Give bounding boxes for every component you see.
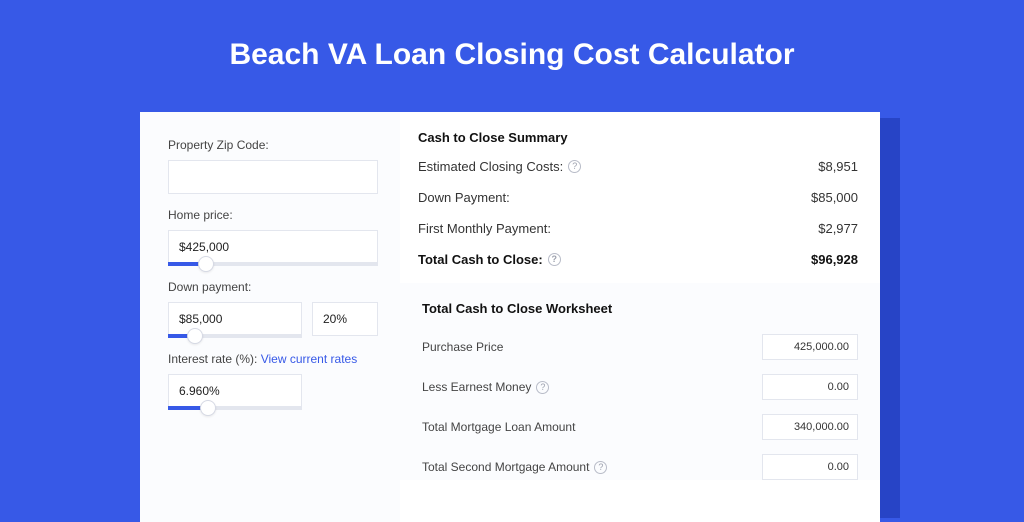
summary-title: Cash to Close Summary: [418, 130, 858, 145]
summary-row-total: Total Cash to Close: ? $96,928: [418, 252, 858, 267]
home-price-label: Home price:: [168, 208, 378, 222]
ws-earnest-input[interactable]: [762, 374, 858, 400]
summary-row-monthly: First Monthly Payment: $2,977: [418, 221, 858, 236]
interest-field: Interest rate (%): View current rates: [168, 352, 378, 410]
interest-label-row: Interest rate (%): View current rates: [168, 352, 378, 366]
interest-label: Interest rate (%):: [168, 352, 257, 366]
help-icon[interactable]: ?: [568, 160, 581, 173]
summary-total-value: $96,928: [811, 252, 858, 267]
slider-thumb[interactable]: [187, 328, 203, 344]
ws-second-input[interactable]: [762, 454, 858, 480]
down-payment-field: Down payment:: [168, 280, 378, 338]
summary-row-down: Down Payment: $85,000: [418, 190, 858, 205]
ws-row-mortgage: Total Mortgage Loan Amount: [422, 414, 858, 440]
slider-thumb[interactable]: [200, 400, 216, 416]
slider-thumb[interactable]: [198, 256, 214, 272]
help-icon[interactable]: ?: [548, 253, 561, 266]
worksheet-panel: Total Cash to Close Worksheet Purchase P…: [400, 283, 880, 480]
ws-row-purchase: Purchase Price: [422, 334, 858, 360]
summary-value: $8,951: [818, 159, 858, 174]
home-price-field: Home price:: [168, 208, 378, 266]
ws-mortgage-input[interactable]: [762, 414, 858, 440]
results-panel: Cash to Close Summary Estimated Closing …: [400, 112, 880, 522]
help-icon[interactable]: ?: [536, 381, 549, 394]
summary-label: Down Payment:: [418, 190, 510, 205]
interest-input[interactable]: [168, 374, 302, 408]
zip-input[interactable]: [168, 160, 378, 194]
home-price-slider[interactable]: [168, 262, 378, 266]
ws-label: Total Mortgage Loan Amount: [422, 420, 575, 434]
summary-total-label: Total Cash to Close:: [418, 252, 543, 267]
down-payment-label: Down payment:: [168, 280, 378, 294]
ws-row-second: Total Second Mortgage Amount ?: [422, 454, 858, 480]
summary-row-closing: Estimated Closing Costs: ? $8,951: [418, 159, 858, 174]
summary-label: First Monthly Payment:: [418, 221, 551, 236]
ws-label: Less Earnest Money: [422, 380, 531, 394]
zip-label: Property Zip Code:: [168, 138, 378, 152]
zip-field: Property Zip Code:: [168, 138, 378, 194]
down-payment-pct-input[interactable]: [312, 302, 378, 336]
ws-label: Purchase Price: [422, 340, 503, 354]
ws-purchase-input[interactable]: [762, 334, 858, 360]
ws-label: Total Second Mortgage Amount: [422, 460, 589, 474]
ws-row-earnest: Less Earnest Money ?: [422, 374, 858, 400]
down-payment-slider[interactable]: [168, 334, 302, 338]
summary-value: $2,977: [818, 221, 858, 236]
view-rates-link[interactable]: View current rates: [261, 352, 358, 366]
inputs-panel: Property Zip Code: Home price: Down paym…: [140, 112, 400, 522]
summary-value: $85,000: [811, 190, 858, 205]
help-icon[interactable]: ?: [594, 461, 607, 474]
calculator-card: Property Zip Code: Home price: Down paym…: [140, 112, 880, 522]
summary-label: Estimated Closing Costs:: [418, 159, 563, 174]
interest-slider[interactable]: [168, 406, 302, 410]
page-title: Beach VA Loan Closing Cost Calculator: [0, 0, 1024, 100]
worksheet-title: Total Cash to Close Worksheet: [422, 301, 858, 316]
